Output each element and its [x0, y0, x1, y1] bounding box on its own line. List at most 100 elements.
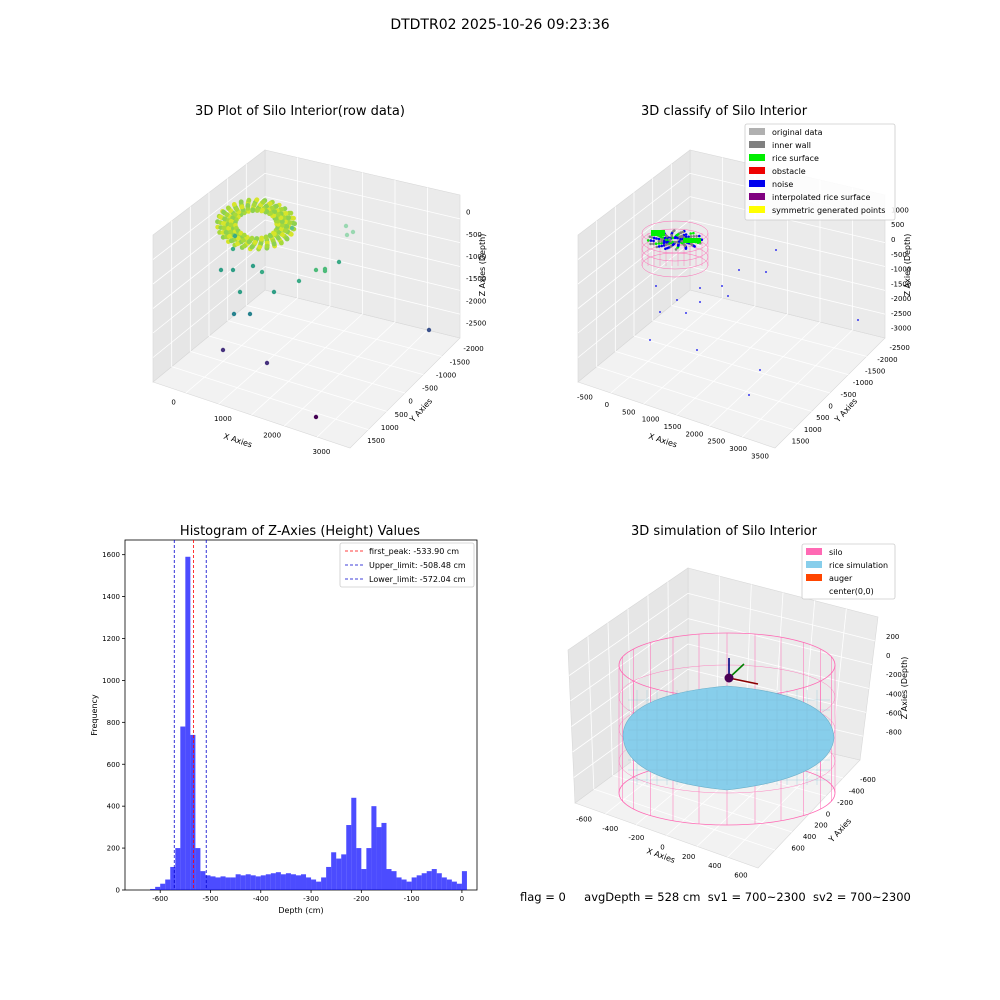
classify-legend-label: noise: [772, 180, 793, 189]
histogram-bar: [396, 877, 402, 890]
raw-scatter-point: [220, 347, 226, 353]
classify-point: [693, 245, 696, 248]
histogram-ytick-label: 800: [107, 719, 120, 727]
flag-text: flag = 0: [520, 890, 566, 904]
classify-point: [669, 240, 672, 243]
center-marker: [724, 673, 734, 683]
raw-surface-point: [286, 215, 292, 221]
classify-legend-swatch: [749, 141, 765, 148]
raw-ytick-label: -500: [422, 385, 438, 393]
classify-point: [674, 248, 678, 251]
classify-ytick-label: 1000: [804, 426, 822, 434]
classify-point: [679, 237, 682, 241]
simulation-legend-label: center(0,0): [829, 587, 874, 596]
histogram-bar: [195, 848, 201, 890]
classify-legend: [744, 123, 896, 221]
raw-scatter-point: [230, 267, 236, 273]
raw-scatter-point: [218, 267, 224, 273]
raw-ytick-label: 500: [395, 411, 408, 419]
raw-zaxis-label: Z Axies (Depth): [478, 234, 487, 297]
classify-ztick-label: 0: [891, 236, 895, 244]
histogram-bar: [250, 875, 256, 890]
raw-surface-point: [245, 203, 251, 208]
histogram-bar: [150, 888, 156, 890]
classify-xtick-label: -500: [577, 394, 593, 402]
classify-legend-label: symmetric generated points: [772, 206, 885, 215]
classify-point: [680, 234, 684, 238]
histogram-bar: [210, 876, 216, 890]
raw-surface-point: [276, 235, 281, 241]
avg-depth-text: avgDepth = 528 cm: [584, 890, 701, 904]
classify-point: [668, 242, 671, 245]
raw-surface-point: [240, 238, 246, 243]
raw-surface-point: [221, 221, 226, 226]
classify-noise-point: [655, 285, 657, 287]
simulation-legend-swatch: [806, 548, 822, 555]
classify-point: [673, 229, 676, 232]
simulation-ytick-label: 0: [826, 810, 830, 818]
raw-surface-point: [221, 216, 227, 222]
classify-ytick-label: 0: [828, 403, 832, 411]
histogram-bar: [451, 881, 457, 890]
raw-surface-point: [260, 207, 265, 213]
histogram-bar: [381, 822, 387, 890]
raw-surface-point: [254, 197, 260, 203]
simulation-ztick-label: 200: [886, 633, 899, 641]
simulation-ztick-label: -800: [886, 729, 902, 737]
classify-point: [698, 234, 701, 238]
histogram-bar: [225, 877, 231, 890]
raw-surface-point: [239, 204, 245, 210]
raw-xtick-label: 3000: [312, 448, 330, 456]
histogram-bar: [170, 866, 176, 890]
histogram-bar: [180, 726, 186, 890]
histogram-bar: [431, 869, 437, 890]
classify-noise-point: [699, 301, 701, 303]
classify-xaxis-label: X Axies: [647, 432, 678, 450]
classify-point: [657, 239, 661, 243]
raw-scatter-point: [296, 278, 302, 284]
histogram-bar: [295, 875, 301, 890]
raw-xaxis-label: X Axies: [222, 432, 253, 450]
raw-scatter-point: [322, 268, 328, 274]
histogram-bar: [421, 873, 427, 890]
classify-floor-grid: [671, 304, 867, 357]
histogram-xtick-label: 0: [460, 895, 464, 903]
histogram-bar: [311, 879, 317, 890]
simulation-ytick-label: 600: [791, 845, 804, 853]
classify-noise-point: [721, 285, 723, 287]
raw-axes: [152, 149, 461, 449]
raw-surface-point: [234, 206, 240, 212]
raw-surface-point: [241, 232, 247, 238]
histogram-xtick-label: -500: [203, 895, 219, 903]
histogram-bar: [270, 873, 276, 890]
histogram-bar: [306, 877, 312, 890]
simulation-yaxis-label: Y Axies: [826, 817, 853, 845]
simulation-xtick-label: -200: [628, 834, 644, 842]
histogram-title: Histogram of Z-Axies (Height) Values: [179, 524, 421, 539]
simulation-legend-swatch: [806, 561, 822, 568]
classify-legend-frame: [744, 123, 896, 221]
raw-surface-point: [280, 222, 285, 228]
histogram-bar: [215, 877, 221, 890]
classify-legend-label: interpolated rice surface: [772, 193, 870, 202]
histogram-bar: [155, 886, 161, 890]
classify-ztick-label: 500: [891, 221, 904, 229]
histogram-bar: [200, 871, 206, 890]
histogram-bar: [165, 879, 171, 890]
raw-scatter-point: [344, 232, 350, 238]
raw-floor-grid: [246, 304, 442, 357]
raw-ytick-label: -2000: [463, 345, 483, 353]
histogram-legend: [339, 542, 475, 588]
simulation-zaxis-label: Z Axies (Depth): [900, 657, 909, 720]
histogram-ytick-label: 1400: [102, 593, 120, 601]
classify-point: [650, 236, 654, 239]
classify-point: [700, 238, 704, 241]
raw-surface-point: [284, 236, 290, 242]
histogram-bar: [436, 873, 442, 890]
classify-xtick-label: 1000: [642, 416, 660, 424]
raw-surface-point: [280, 232, 285, 238]
histogram-bar: [386, 869, 392, 890]
histogram-bar: [275, 872, 281, 890]
histogram-yaxis-label: Frequency: [90, 694, 99, 736]
